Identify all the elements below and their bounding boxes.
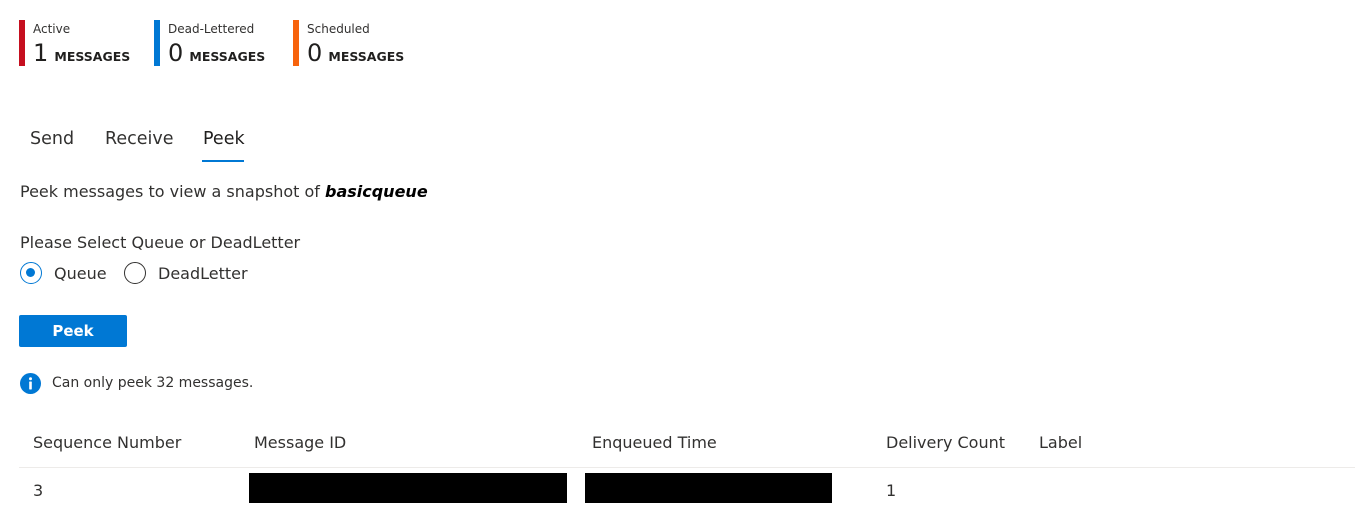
tab-receive[interactable]: Receive: [105, 129, 174, 149]
peek-description: Peek messages to view a snapshot of basi…: [20, 182, 428, 201]
tab-peek[interactable]: Peek: [203, 129, 245, 149]
info-icon: [20, 373, 41, 394]
cell-delivery-count: 1: [886, 481, 897, 500]
metric-active-label: Active: [33, 22, 71, 36]
metric-active-count: 1: [33, 39, 49, 67]
radio-queue-label: Queue: [54, 263, 107, 283]
peek-button[interactable]: Peek: [19, 315, 127, 347]
peek-description-text: Peek messages to view a snapshot of: [20, 182, 325, 201]
cell-enqueued-time-redacted: [585, 473, 832, 503]
metric-dead-lettered-bar: [154, 20, 160, 66]
queue-name: basicqueue: [324, 182, 428, 201]
table-header-divider: [19, 467, 1355, 468]
column-header-message-id[interactable]: Message ID: [254, 433, 347, 452]
column-header-sequence-number[interactable]: Sequence Number: [33, 433, 182, 452]
metric-scheduled-label: Scheduled: [307, 22, 370, 36]
tab-send[interactable]: Send: [30, 129, 75, 149]
metric-dead-lettered-count: 0: [168, 39, 184, 67]
metric-scheduled-count: 0: [307, 39, 323, 67]
column-header-label[interactable]: Label: [1039, 433, 1083, 452]
tab-peek-underline: [202, 160, 244, 162]
metric-scheduled-bar: [293, 20, 299, 66]
cell-sequence-number: 3: [33, 481, 44, 500]
metric-dead-lettered-label: Dead-Lettered: [168, 22, 255, 36]
radio-deadletter-label: DeadLetter: [158, 263, 248, 283]
queue-selector-label: Please Select Queue or DeadLetter: [20, 233, 301, 252]
metric-scheduled-unit: MESSAGES: [328, 49, 405, 64]
column-header-delivery-count[interactable]: Delivery Count: [886, 433, 1006, 452]
peek-limit-message: Can only peek 32 messages.: [52, 375, 254, 391]
radio-deadletter-circle[interactable]: [124, 262, 146, 284]
column-header-enqueued-time[interactable]: Enqueued Time: [592, 433, 717, 452]
metric-dead-lettered-unit: MESSAGES: [189, 49, 266, 64]
metric-active-bar: [19, 20, 25, 66]
cell-message-id-redacted: [249, 473, 567, 503]
radio-deadletter[interactable]: DeadLetter: [124, 260, 248, 286]
radio-queue-circle[interactable]: [20, 262, 42, 284]
metric-active-unit: MESSAGES: [54, 49, 131, 64]
radio-queue[interactable]: Queue: [20, 260, 107, 286]
